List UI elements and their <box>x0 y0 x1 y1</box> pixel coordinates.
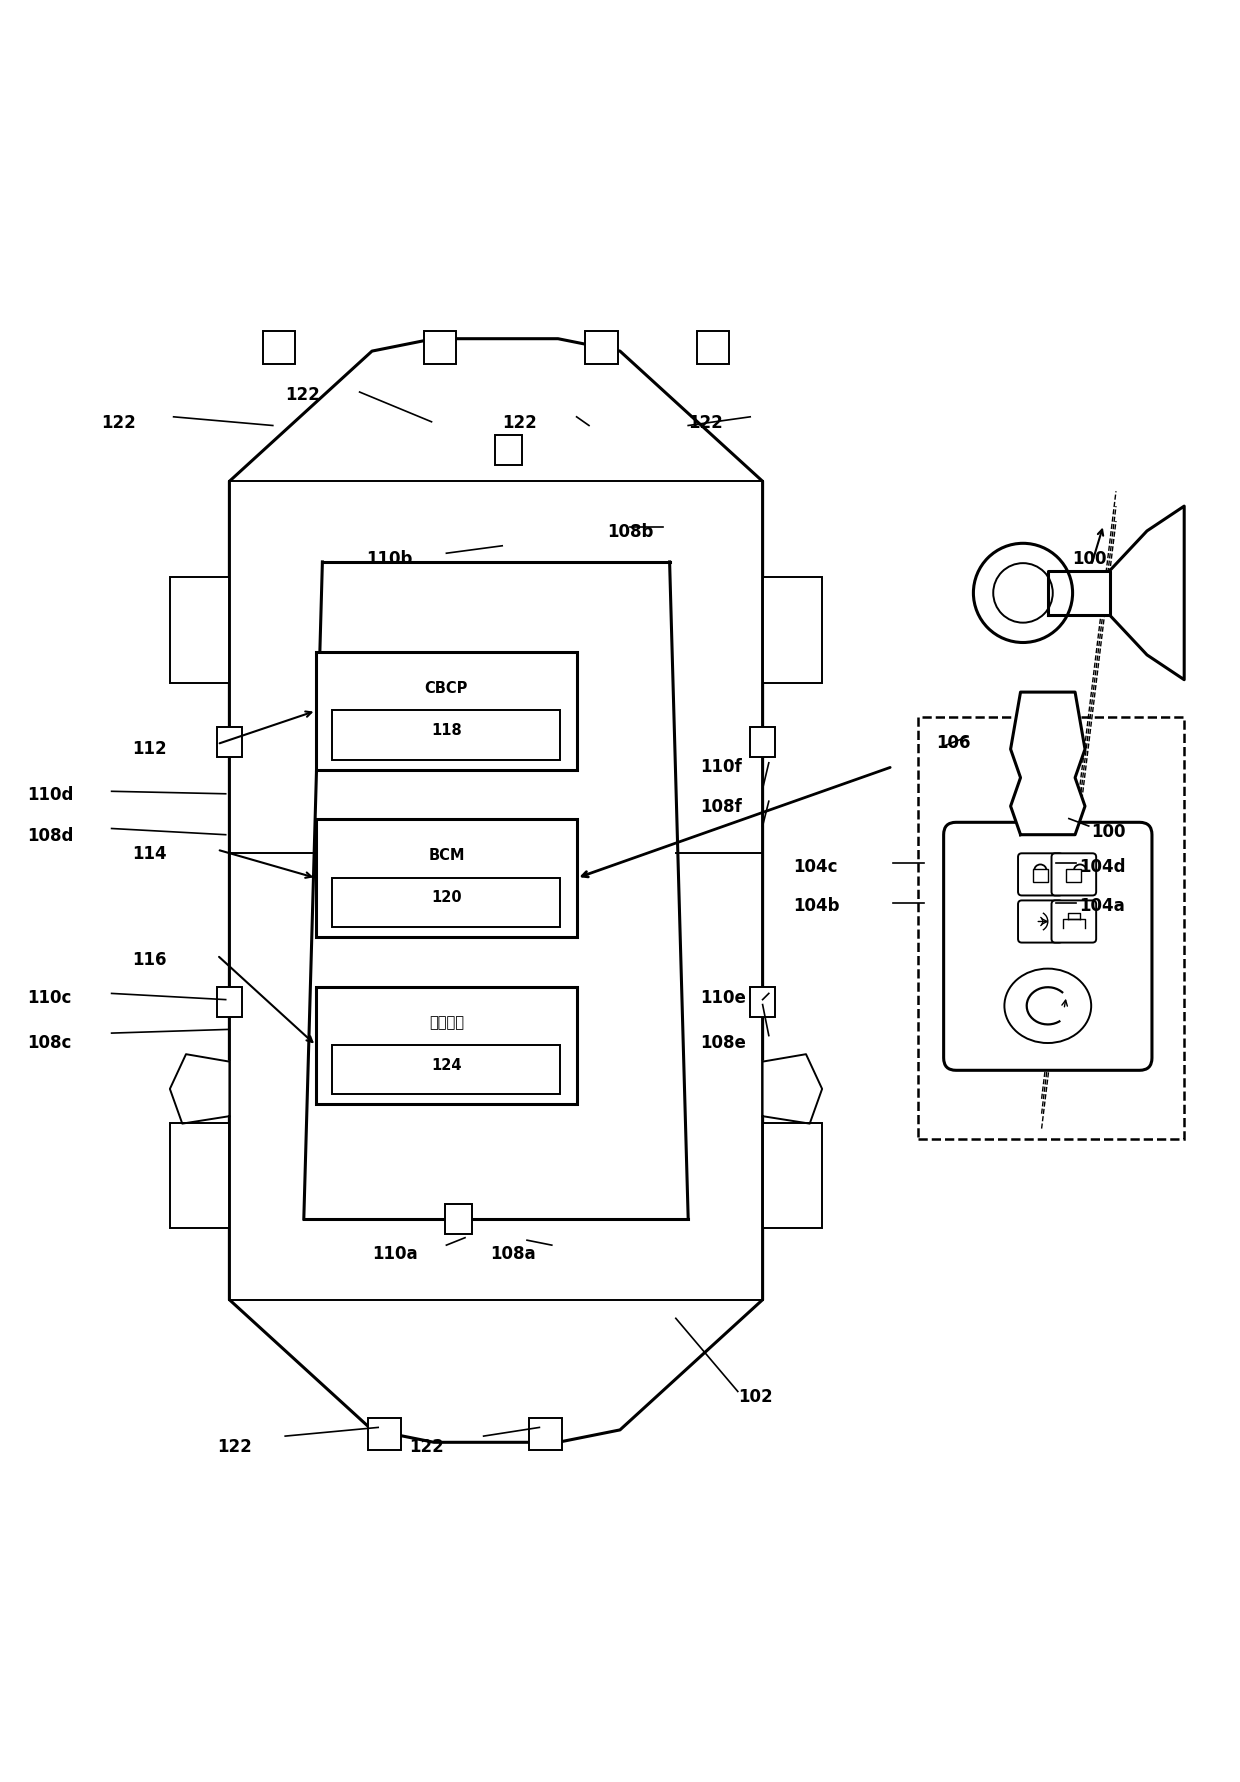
Text: 104d: 104d <box>1079 857 1126 875</box>
Bar <box>332 711 560 761</box>
Bar <box>332 1046 560 1094</box>
FancyBboxPatch shape <box>944 823 1152 1071</box>
Bar <box>697 331 729 364</box>
Bar <box>217 987 242 1018</box>
Bar <box>750 987 775 1018</box>
Text: 108f: 108f <box>701 798 743 816</box>
Text: 122: 122 <box>409 1438 444 1456</box>
Text: 112: 112 <box>133 740 167 757</box>
FancyBboxPatch shape <box>1052 902 1096 943</box>
Text: CBCP: CBCP <box>425 681 467 695</box>
Text: 116: 116 <box>133 950 167 968</box>
Text: 108a: 108a <box>490 1244 536 1262</box>
Text: 110d: 110d <box>27 786 73 804</box>
Text: 122: 122 <box>217 1438 252 1456</box>
Bar <box>263 331 295 364</box>
Text: 108c: 108c <box>27 1034 72 1051</box>
Text: 110e: 110e <box>701 989 746 1007</box>
Circle shape <box>973 544 1073 643</box>
Text: 110f: 110f <box>701 757 743 777</box>
Bar <box>1066 870 1081 882</box>
Text: 108b: 108b <box>608 522 653 540</box>
Bar <box>495 437 522 467</box>
Text: 100: 100 <box>1091 823 1126 841</box>
Polygon shape <box>170 1055 229 1124</box>
Text: 122: 122 <box>285 387 320 405</box>
Text: BCM: BCM <box>428 848 465 862</box>
Text: 110a: 110a <box>372 1244 418 1262</box>
Bar <box>585 331 618 364</box>
Bar <box>332 879 560 928</box>
FancyBboxPatch shape <box>1052 854 1096 896</box>
Bar <box>424 331 456 364</box>
Bar <box>170 1123 229 1230</box>
Text: 122: 122 <box>102 413 136 431</box>
Polygon shape <box>763 1055 822 1124</box>
Bar <box>368 1418 401 1451</box>
Text: 104c: 104c <box>794 857 838 875</box>
Text: 104a: 104a <box>1079 896 1125 914</box>
Bar <box>316 987 577 1105</box>
Polygon shape <box>1048 572 1110 617</box>
Text: 118: 118 <box>432 723 461 738</box>
Text: 104b: 104b <box>794 896 841 914</box>
Text: 108e: 108e <box>701 1034 746 1051</box>
Text: 100: 100 <box>1073 551 1107 568</box>
FancyBboxPatch shape <box>1018 854 1063 896</box>
Bar <box>529 1418 562 1451</box>
Text: 110c: 110c <box>27 989 72 1007</box>
Bar <box>763 577 822 684</box>
Text: 110b: 110b <box>366 551 412 568</box>
Text: 自主单元: 自主单元 <box>429 1016 464 1030</box>
Text: 120: 120 <box>432 889 461 905</box>
Text: 108d: 108d <box>27 827 73 845</box>
Bar <box>763 1123 822 1230</box>
Bar <box>1033 870 1048 882</box>
Text: 114: 114 <box>133 845 167 862</box>
FancyBboxPatch shape <box>1018 902 1063 943</box>
Polygon shape <box>1011 693 1085 836</box>
Bar <box>445 1205 472 1235</box>
Ellipse shape <box>1004 969 1091 1044</box>
Bar <box>918 718 1184 1139</box>
Text: 122: 122 <box>502 413 537 431</box>
Text: 106: 106 <box>936 732 971 752</box>
Polygon shape <box>229 340 763 1442</box>
Bar <box>170 577 229 684</box>
Text: 102: 102 <box>738 1388 773 1406</box>
Text: 124: 124 <box>432 1057 461 1073</box>
Text: 122: 122 <box>688 413 723 431</box>
Bar <box>750 727 775 757</box>
Bar <box>316 652 577 770</box>
Polygon shape <box>1110 506 1184 681</box>
Bar <box>316 820 577 937</box>
Bar <box>217 727 242 757</box>
